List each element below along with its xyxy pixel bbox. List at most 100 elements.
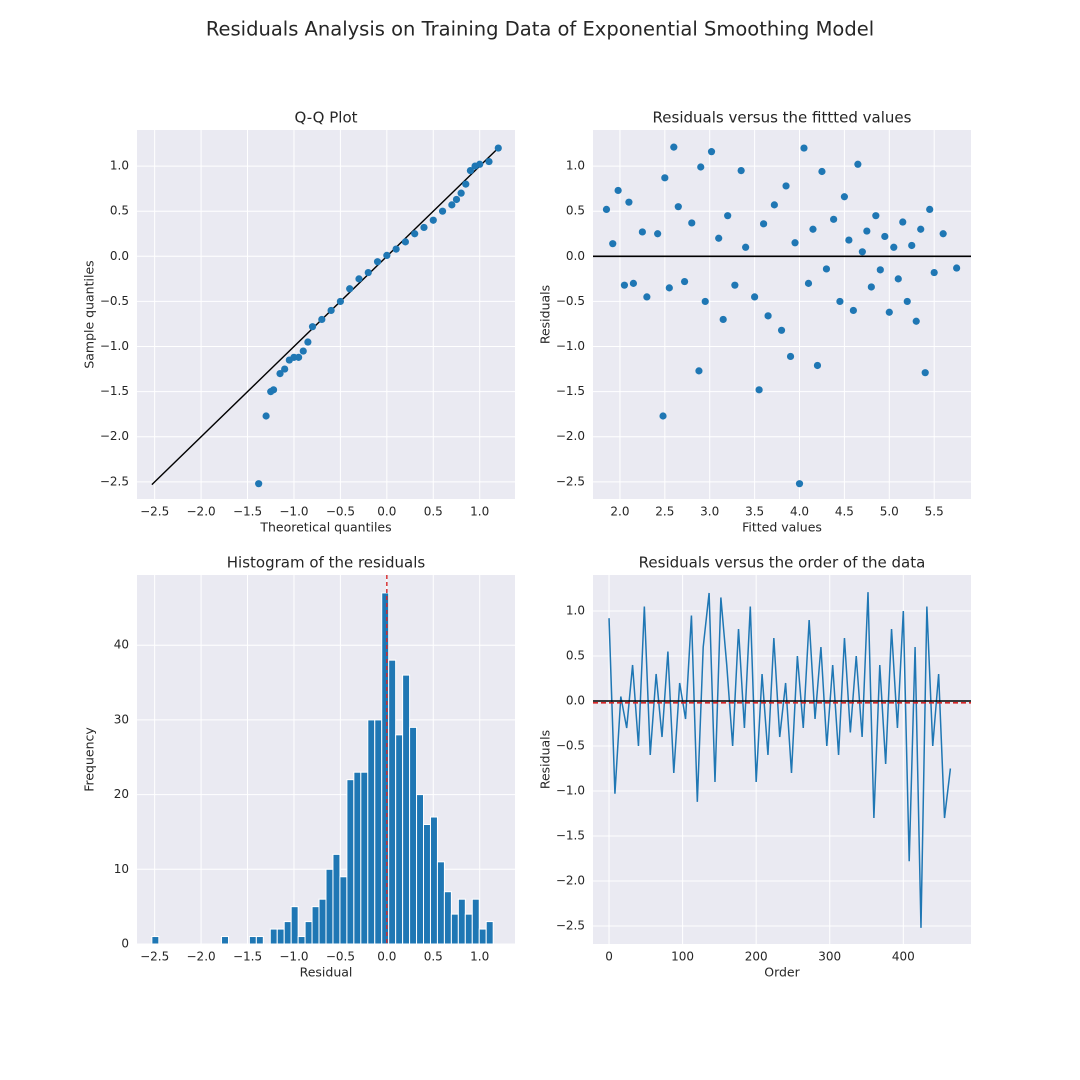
point xyxy=(281,365,289,373)
y-tick-label: 10 xyxy=(114,862,129,876)
point xyxy=(804,279,813,287)
plot-layer xyxy=(593,130,971,499)
subplot-title: Residuals versus the fittted values xyxy=(653,109,912,127)
plot-layer xyxy=(137,130,515,499)
y-tick-label: 1.0 xyxy=(566,604,585,618)
point xyxy=(809,225,817,233)
x-tick-label: 5.0 xyxy=(880,505,899,519)
point xyxy=(849,306,857,315)
x-tick-label: 0.0 xyxy=(377,950,396,964)
bar xyxy=(332,853,341,944)
point xyxy=(448,201,456,209)
bar xyxy=(416,794,425,944)
point xyxy=(845,236,853,244)
point xyxy=(420,223,428,232)
x-tick-label: 0.0 xyxy=(377,505,396,519)
x-tick-label: 3.0 xyxy=(700,505,719,519)
bar xyxy=(304,921,313,944)
point xyxy=(885,308,893,316)
bar xyxy=(297,936,306,944)
y-tick-label: −1.5 xyxy=(556,829,585,843)
bar xyxy=(471,898,480,944)
y-tick-label: 0.0 xyxy=(566,249,585,263)
x-tick-label: 100 xyxy=(671,950,694,964)
point xyxy=(695,367,703,375)
point xyxy=(836,297,844,306)
y-tick-label: 0.0 xyxy=(110,249,129,263)
x-tick-label: −0.5 xyxy=(326,950,355,964)
bar xyxy=(353,771,362,944)
point xyxy=(688,219,696,227)
y-tick-label: −2.0 xyxy=(100,429,129,443)
point xyxy=(867,283,875,291)
point xyxy=(854,160,862,168)
y-tick-label: 1.0 xyxy=(566,159,585,173)
reference-line xyxy=(151,145,501,486)
point xyxy=(625,198,633,206)
series-line xyxy=(608,592,952,928)
y-tick-label: −2.0 xyxy=(556,429,585,443)
point xyxy=(262,412,270,420)
y-tick-label: −1.5 xyxy=(100,384,129,398)
y-tick-label: −2.0 xyxy=(556,874,585,888)
subplot-title: Histogram of the residuals xyxy=(227,554,426,572)
y-axis-label: Residuals xyxy=(538,730,553,789)
point xyxy=(654,230,662,238)
bar xyxy=(381,592,390,944)
x-tick-label: 4.0 xyxy=(790,505,809,519)
y-tick-label: 1.0 xyxy=(110,159,129,173)
point xyxy=(881,232,889,241)
point xyxy=(494,144,502,152)
point xyxy=(890,243,898,251)
x-tick-label: 200 xyxy=(745,950,768,964)
point xyxy=(665,284,673,292)
x-tick-label: 0.5 xyxy=(424,505,443,519)
point xyxy=(926,205,934,213)
point xyxy=(939,230,947,238)
point xyxy=(908,241,916,250)
y-axis-label: Frequency xyxy=(82,727,97,792)
x-tick-label: 0.5 xyxy=(424,950,443,964)
x-tick-label: 1.0 xyxy=(470,950,489,964)
point xyxy=(643,293,651,301)
bar xyxy=(478,928,487,944)
point xyxy=(476,160,484,168)
point xyxy=(401,238,410,246)
bar xyxy=(450,913,459,944)
point xyxy=(411,230,419,238)
x-tick-label: 2.5 xyxy=(655,505,674,519)
plot-area xyxy=(593,575,971,944)
bar xyxy=(436,861,445,944)
point xyxy=(373,258,382,266)
y-tick-label: 0.0 xyxy=(566,694,585,708)
y-tick-label: 20 xyxy=(114,787,129,801)
point xyxy=(462,180,470,188)
point xyxy=(715,234,723,242)
bar xyxy=(151,936,160,944)
point xyxy=(299,347,307,355)
point xyxy=(276,369,284,378)
point xyxy=(876,266,884,274)
y-tick-label: 0.5 xyxy=(566,649,585,663)
x-tick-label: 300 xyxy=(818,950,841,964)
x-tick-label: −1.5 xyxy=(233,950,262,964)
point xyxy=(318,315,326,324)
y-tick-label: −1.0 xyxy=(100,339,129,353)
point xyxy=(295,353,303,361)
bar xyxy=(464,913,473,944)
point xyxy=(800,144,808,152)
point xyxy=(921,369,929,377)
point xyxy=(308,323,317,331)
x-axis-label: Residual xyxy=(300,965,353,980)
point xyxy=(791,239,799,247)
bar xyxy=(423,823,431,944)
bar xyxy=(374,719,383,944)
bar xyxy=(485,921,494,944)
point xyxy=(899,218,907,226)
x-tick-label: 0 xyxy=(605,950,613,964)
x-tick-label: −2.5 xyxy=(140,950,169,964)
bar xyxy=(221,936,229,944)
point xyxy=(759,220,768,228)
point xyxy=(602,205,611,213)
